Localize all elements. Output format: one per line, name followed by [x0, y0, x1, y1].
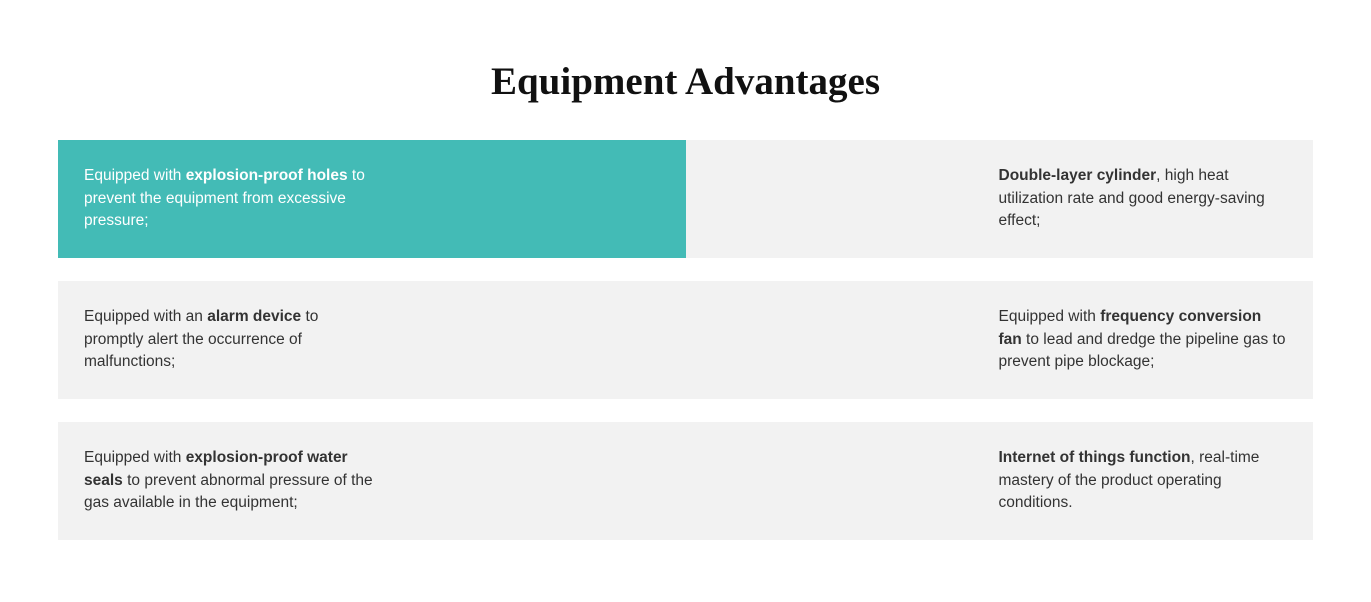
advantage-text: Equipped with explosion-proof water seal…: [84, 447, 374, 515]
advantage-card: Equipped with an alarm device to promptl…: [58, 281, 686, 399]
advantage-card: Equipped with explosion-proof holes to p…: [58, 140, 686, 258]
advantage-text: Equipped with an alarm device to promptl…: [84, 306, 374, 374]
advantage-row: Equipped with explosion-proof water seal…: [58, 422, 1313, 540]
advantages-list: Equipped with explosion-proof holes to p…: [58, 140, 1313, 563]
advantage-card: Equipped with frequency conversion fan t…: [686, 281, 1314, 399]
bold-text: alarm device: [207, 308, 302, 325]
text: to promptly alert the occurrence of malf…: [84, 308, 319, 370]
bold-text: Double-layer cylinder: [998, 167, 1157, 184]
advantage-row: Equipped with explosion-proof holes to p…: [58, 140, 1313, 258]
text: , real-time mastery of the product opera…: [998, 449, 1260, 511]
text: Equipped with: [84, 167, 186, 184]
text: Equipped with: [84, 449, 186, 466]
advantage-card: Double-layer cylinder, high heat utiliza…: [686, 140, 1314, 258]
advantage-text: Equipped with explosion-proof holes to p…: [84, 165, 374, 233]
title: Equipment Advantages: [490, 60, 880, 103]
text: Equipped with an: [84, 308, 208, 325]
advantage-row: Equipped with an alarm device to promptl…: [58, 281, 1313, 399]
bold-text: explosion-proof water seals: [84, 449, 348, 489]
bold-text: explosion-proof holes: [185, 167, 348, 184]
text: to prevent the equipment from excessive …: [84, 167, 365, 229]
text: to prevent abnormal pressure of the gas …: [84, 471, 373, 512]
text: Equipped with: [998, 308, 1101, 325]
advantage-card: Internet of things function, real-time m…: [686, 422, 1314, 540]
bold-text: Internet of things function: [998, 449, 1191, 466]
advantage-card: Equipped with explosion-proof water seal…: [58, 422, 686, 540]
advantage-text: Internet of things function, real-time m…: [999, 447, 1289, 515]
bold-text: frequency conversion fan: [998, 308, 1262, 348]
text: to lead and dredge the pipeline gas to p…: [998, 330, 1286, 371]
text: , high heat utilization rate and good en…: [998, 167, 1265, 229]
advantage-text: Double-layer cylinder, high heat utiliza…: [999, 165, 1289, 233]
advantage-text: Equipped with frequency conversion fan t…: [999, 306, 1289, 374]
